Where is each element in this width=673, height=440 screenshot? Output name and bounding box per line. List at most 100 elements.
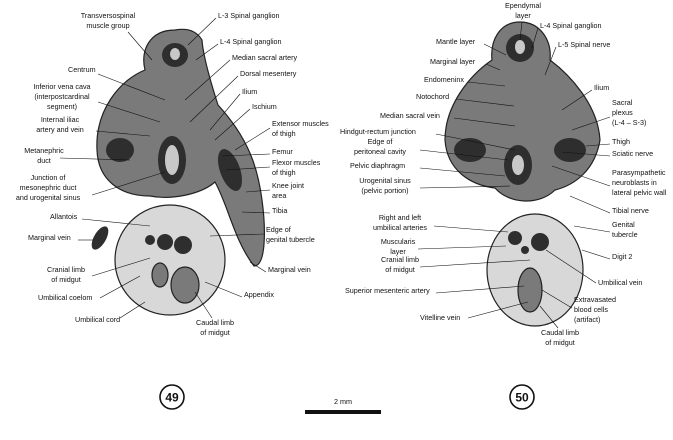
label: and urogenital sinus: [16, 193, 81, 202]
label: of midgut: [545, 338, 575, 347]
leader-line: [419, 167, 506, 177]
scale-bar-label: 2 mm: [334, 397, 352, 406]
leader-line: [245, 189, 271, 193]
leader-line: [419, 185, 511, 189]
leader-line: [209, 233, 265, 237]
leader-line: [184, 59, 231, 101]
label: of midgut: [51, 275, 81, 284]
label: Ilium: [594, 83, 609, 92]
label: plexus: [612, 108, 633, 117]
label: Right and left: [379, 213, 421, 222]
label: Urogenital sinus: [359, 176, 411, 185]
label: Extravasated: [574, 295, 616, 304]
leader-line: [467, 81, 506, 87]
label: segment): [47, 102, 77, 111]
label: Marginal layer: [430, 57, 476, 66]
label: muscle group: [86, 21, 129, 30]
label: L-4 Spinal ganglion: [540, 21, 602, 30]
leader-line: [551, 165, 611, 187]
label: Umbilical coelom: [38, 293, 92, 302]
label: Femur: [272, 147, 293, 156]
label: Marginal vein: [28, 233, 71, 242]
label: Hindgut-rectum junction: [340, 127, 416, 136]
leader-line: [571, 116, 611, 131]
leader-line: [419, 149, 509, 161]
label: blood cells: [574, 305, 608, 314]
leader-line: [483, 43, 507, 56]
leader-line: [561, 151, 611, 157]
label: Vitelline vein: [420, 313, 460, 322]
leader-line: [187, 17, 217, 46]
label: artery and vein: [36, 125, 84, 134]
label: Thigh: [612, 137, 630, 146]
label: of midgut: [200, 328, 230, 337]
leader-line: [531, 27, 539, 49]
label: Edge of: [368, 137, 393, 146]
leader-line: [225, 166, 271, 171]
label: layer: [515, 11, 531, 20]
label: Flexor muscles: [272, 158, 321, 167]
leader-line: [119, 301, 146, 319]
leader-line: [453, 117, 516, 127]
label: Internal iliac: [41, 115, 80, 124]
label: lateral pelvic wall: [612, 188, 667, 197]
leader-line: [59, 157, 131, 161]
leader-line: [417, 245, 507, 250]
leader-line: [209, 93, 241, 131]
leader-line: [241, 211, 271, 214]
label: Sciatic nerve: [612, 149, 653, 158]
label: genital tubercle: [266, 235, 315, 244]
leader-line: [189, 75, 239, 123]
leader-line: [435, 133, 516, 151]
label: Marginal vein: [268, 265, 311, 274]
label: tubercle: [612, 230, 638, 239]
label: of thigh: [272, 129, 296, 138]
section-49: [91, 28, 265, 316]
label: Muscularis: [381, 237, 416, 246]
label: Pelvic diaphragm: [350, 161, 405, 170]
label: Umbilical vein: [598, 278, 642, 287]
label: Superior mesenteric artery: [345, 286, 430, 295]
label: L-4 Spinal ganglion: [220, 37, 282, 46]
label: Mantle layer: [436, 37, 476, 46]
label: Median sacral vein: [380, 111, 440, 120]
label: of thigh: [272, 168, 296, 177]
leader-line: [91, 171, 166, 196]
label: Ilium: [242, 87, 257, 96]
leader-line: [544, 46, 557, 76]
leader-line: [541, 289, 573, 309]
leader-line: [569, 195, 611, 214]
leader-line: [99, 275, 141, 299]
leader-line: [195, 43, 219, 61]
label: Allantois: [50, 212, 78, 221]
leader-line: [467, 301, 529, 319]
label: Caudal limb: [541, 328, 579, 337]
leader-line: [214, 108, 251, 141]
leader-line: [95, 130, 151, 137]
label: Extensor muscles: [272, 119, 329, 128]
label: L-5 Spinal nerve: [558, 40, 610, 49]
leader-line: [419, 259, 531, 268]
leader-line: [485, 63, 501, 71]
leader-line: [435, 285, 525, 294]
label: Caudal limb: [196, 318, 234, 327]
leader-line: [573, 225, 611, 233]
leader-line: [97, 101, 161, 123]
label: (artifact): [574, 315, 600, 324]
label: Edge of: [266, 225, 291, 234]
panel-number: 49: [165, 391, 179, 405]
leader-line: [194, 291, 213, 319]
leader-line: [127, 31, 153, 61]
label: Appendix: [244, 290, 274, 299]
panel-number-circle: [159, 384, 185, 410]
label: Metanephric: [24, 146, 64, 155]
label: mesonephric duct: [20, 183, 77, 192]
leader-line: [519, 21, 523, 41]
label: Parasympathetic: [612, 168, 666, 177]
leader-line: [81, 218, 151, 227]
label: Transversospinal: [81, 11, 136, 20]
label: layer: [390, 247, 406, 256]
label: Ischium: [252, 102, 277, 111]
label: (interpostcardinal: [34, 92, 90, 101]
leader-line: [249, 261, 267, 273]
